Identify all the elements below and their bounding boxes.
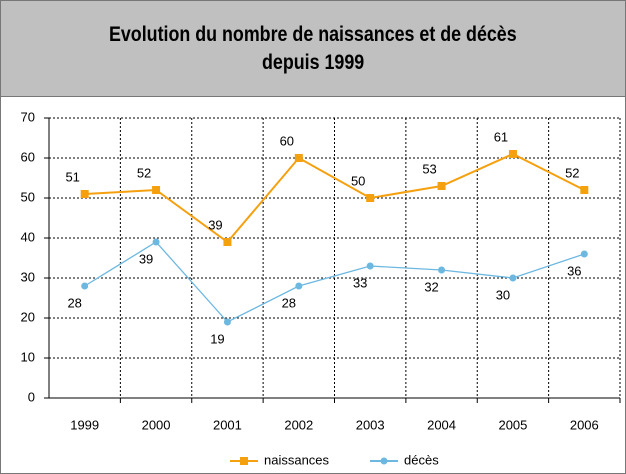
data-label: 39 [208,217,222,232]
data-label: 52 [137,165,151,180]
point [580,186,589,194]
series-line [84,241,585,323]
data-label: 61 [494,129,508,144]
point [366,194,375,202]
point [295,282,303,290]
point [223,318,231,326]
point [438,266,446,274]
data-label: 51 [65,169,79,184]
point [294,154,303,162]
chart: 0 10 20 30 40 50 60 70 1999 2000 2001 2002 2003 2004 2… [0,96,626,474]
y-tick-label: 40 [21,229,35,244]
x-tick-label: 2004 [427,417,456,432]
title-box: Evolution du nombre de naissances et de … [0,0,626,97]
point [81,282,89,290]
y-tick-label: 70 [21,109,35,124]
x-tick-label: 1999 [70,417,99,432]
y-tick-label: 30 [21,269,35,284]
point [152,238,160,246]
point [508,150,517,158]
point [509,274,517,282]
data-label: 60 [280,133,294,148]
data-label: 33 [353,275,367,290]
x-tick-label: 2003 [356,417,385,432]
data-label: 36 [567,263,581,278]
series-line [84,152,585,244]
data-label: 19 [210,331,224,346]
point [437,182,446,190]
y-tick-label: 60 [21,149,35,164]
x-tick-label: 2001 [213,417,242,432]
point [366,262,374,270]
legend-label: décès [404,452,439,467]
x-tick-label: 2005 [498,417,527,432]
y-tick-label: 0 [28,389,35,404]
chart-title: depuis 1999 [261,50,365,74]
data-label: 39 [139,251,153,266]
chart-title: Evolution du nombre de naissances et de … [109,22,517,46]
y-tick-label: 20 [21,309,35,324]
legend-marker [240,457,248,465]
data-label: 50 [351,173,365,188]
data-label: 28 [282,295,296,310]
point [80,190,89,198]
x-tick-label: 2006 [570,417,599,432]
point [223,238,232,246]
point [580,250,588,258]
y-tick-label: 10 [21,349,35,364]
x-tick-label: 2002 [284,417,313,432]
data-label: 32 [424,279,438,294]
data-label: 30 [496,287,510,302]
x-tick-label: 2000 [142,417,171,432]
data-label: 53 [422,161,436,176]
data-label: 52 [565,165,579,180]
y-tick-label: 50 [21,189,35,204]
point [152,186,161,194]
legend-marker [380,457,388,465]
legend-label: naissances [264,452,330,467]
data-label: 28 [67,295,81,310]
